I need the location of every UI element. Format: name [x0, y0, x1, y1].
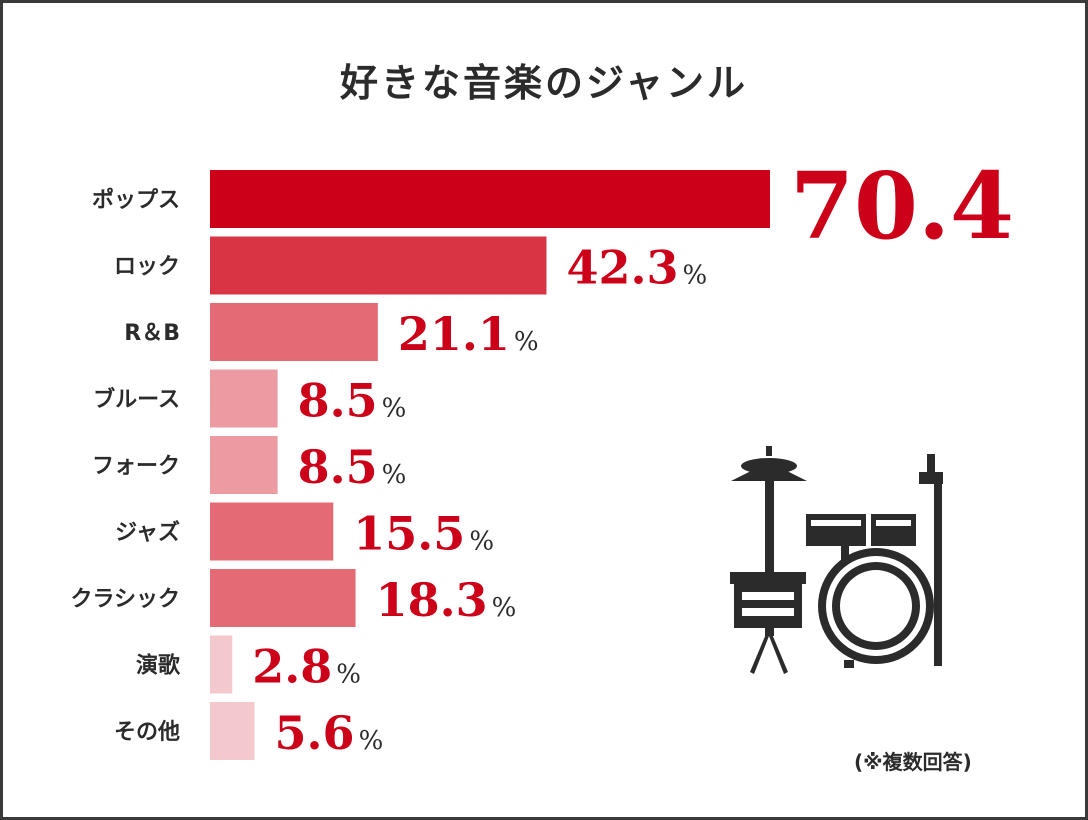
value-label: 8.5%	[298, 440, 407, 494]
category-label: 演歌	[136, 653, 181, 679]
category-label: その他	[114, 720, 180, 745]
category-label: R＆B	[124, 321, 180, 346]
value-label: 18.3%	[376, 573, 517, 627]
category-label: クラシック	[70, 587, 180, 612]
value-label: 21.1%	[398, 307, 539, 361]
category-label: ブルース	[93, 387, 180, 413]
category-label: フォーク	[92, 454, 180, 479]
value-label: 15.5%	[353, 507, 494, 561]
footnote: (※複数回答)	[854, 750, 972, 774]
bar	[210, 303, 378, 361]
category-label: ポップス	[92, 187, 180, 213]
bar	[210, 236, 547, 295]
bar	[210, 170, 770, 228]
chart-title: 好きな音楽のジャンル	[339, 61, 749, 105]
value-label: 8.5%	[298, 374, 407, 428]
value-label: 42.3%	[566, 241, 707, 295]
value-label: 2.8%	[252, 640, 361, 694]
value-label: 70.4	[790, 152, 1014, 260]
category-label: ジャズ	[115, 520, 180, 546]
drum-kit-icon	[730, 446, 943, 674]
bar	[210, 635, 233, 694]
category-label: ロック	[114, 255, 180, 280]
value-label: 5.6%	[275, 706, 384, 760]
bar	[210, 569, 356, 627]
bar	[210, 702, 255, 760]
bar	[210, 502, 334, 561]
bar	[210, 436, 278, 494]
bar	[210, 369, 278, 428]
